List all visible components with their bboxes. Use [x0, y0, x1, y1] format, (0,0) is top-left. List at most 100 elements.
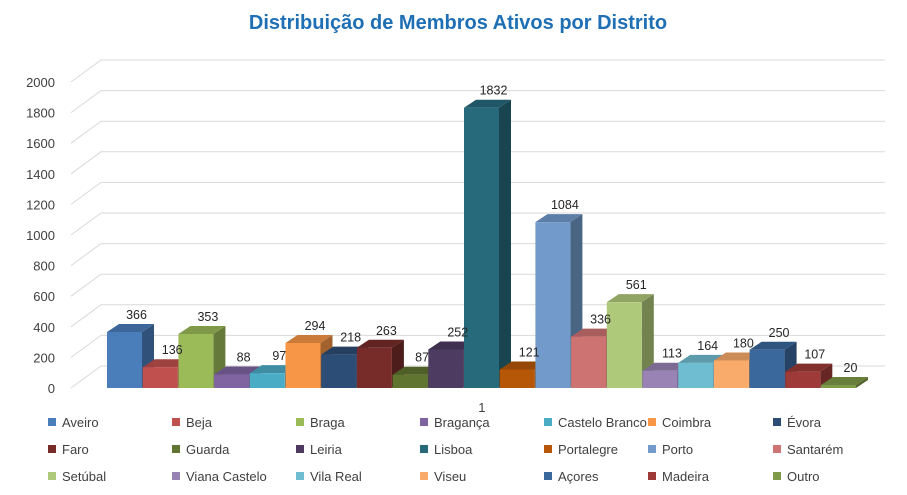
bar-front — [428, 349, 464, 388]
bar-front — [107, 332, 142, 388]
bar-top — [535, 214, 583, 223]
data-label: 294 — [305, 319, 326, 333]
bar — [356, 339, 404, 388]
legend-item: Porto — [648, 442, 693, 457]
bar — [535, 214, 583, 388]
bar-top — [713, 352, 761, 361]
legend-swatch — [773, 445, 781, 453]
bar-top — [428, 341, 476, 350]
bar-top — [392, 366, 440, 375]
legend-swatch — [544, 445, 552, 453]
legend-swatch — [648, 445, 656, 453]
legend-swatch — [648, 418, 656, 426]
y-tick-label: 1400 — [26, 167, 55, 182]
bar-side — [499, 99, 511, 388]
legend-label: Leiria — [310, 442, 343, 457]
legend-swatch — [420, 472, 428, 480]
legend: Aveiro Beja Braga Bragança Castelo Branco Coi… — [48, 415, 843, 484]
legend-label: Santarém — [787, 442, 843, 457]
data-label: 88 — [237, 351, 251, 365]
legend-label: Coimbra — [662, 415, 712, 430]
bar — [785, 363, 833, 388]
data-label: 250 — [769, 326, 790, 340]
data-label: 87 — [415, 351, 429, 365]
legend-label: Portalegre — [558, 442, 618, 457]
legend-item: Bragança — [420, 415, 490, 430]
data-label: 561 — [626, 278, 647, 292]
bar-front — [214, 374, 250, 388]
legend-swatch — [296, 445, 304, 453]
legend-label: Madeira — [662, 469, 710, 484]
legend-swatch — [420, 418, 428, 426]
legend-label: Castelo Branco — [558, 415, 647, 430]
gridline — [70, 151, 885, 175]
gridline — [70, 243, 885, 267]
data-label: 121 — [519, 345, 540, 359]
bars — [107, 99, 868, 388]
bar-top — [142, 359, 190, 368]
chart-title: Distribuição de Membros Ativos por Distr… — [249, 12, 667, 34]
data-label: 20 — [844, 361, 858, 375]
bar-front — [356, 347, 392, 388]
legend-swatch — [544, 418, 552, 426]
bar-front — [535, 222, 571, 388]
legend-swatch — [48, 445, 56, 453]
bar — [821, 376, 868, 388]
y-tick-label: 0 — [48, 381, 55, 396]
bar-side — [856, 376, 868, 388]
bar-top — [499, 361, 547, 370]
data-label: 107 — [804, 348, 825, 362]
legend-item: Beja — [172, 415, 213, 430]
y-tick-label: 1000 — [26, 228, 55, 243]
bar-front — [499, 369, 535, 388]
legend-label: Setúbal — [62, 469, 106, 484]
bar-front — [606, 302, 642, 388]
legend-label: Évora — [787, 415, 822, 430]
gridline — [70, 212, 885, 236]
gridline — [70, 120, 885, 144]
legend-label: Viana Castelo — [186, 469, 267, 484]
data-label: 180 — [733, 336, 754, 350]
legend-label: Viseu — [434, 469, 466, 484]
y-tick-label: 800 — [33, 259, 55, 274]
legend-swatch — [420, 445, 428, 453]
legend-item: Aveiro — [48, 415, 99, 430]
bar-top — [321, 346, 369, 355]
data-label: 97 — [272, 349, 286, 363]
legend-item: Braga — [296, 415, 345, 430]
legend-label: Guarda — [186, 442, 230, 457]
legend-item: Outro — [773, 469, 820, 484]
bar — [749, 341, 797, 388]
x-axis: 1 — [478, 400, 485, 415]
legend-label: Bragança — [434, 415, 490, 430]
legend-item: Viana Castelo — [172, 469, 267, 484]
y-axis: 0 200 400 600 800 1000 1200 1400 1600 1800 2000 — [26, 75, 55, 396]
bar-top — [642, 362, 690, 371]
y-tick-label: 200 — [33, 350, 55, 365]
bar-top — [285, 335, 333, 344]
bar-front — [642, 370, 678, 388]
legend-label: Porto — [662, 442, 693, 457]
bar — [464, 99, 511, 388]
y-tick-label: 1800 — [26, 106, 55, 121]
data-label: 1084 — [551, 198, 579, 212]
data-label: 218 — [340, 331, 361, 345]
bar-front — [285, 343, 321, 388]
y-tick-label: 1600 — [26, 136, 55, 151]
bar-top — [571, 328, 619, 337]
bar-front — [321, 354, 357, 388]
data-labels: 366 136 353 88 97 294 218 263 87 252 1832 121 1084 33… — [126, 84, 857, 375]
legend-item: Vila Real — [296, 469, 362, 484]
legend-item: Castelo Branco — [544, 415, 647, 430]
data-label: 164 — [697, 339, 718, 353]
legend-item: Guarda — [172, 442, 230, 457]
bar-front — [178, 333, 214, 388]
y-tick-label: 1200 — [26, 197, 55, 212]
legend-label: Beja — [186, 415, 213, 430]
legend-item: Santarém — [773, 442, 843, 457]
data-label: 1832 — [480, 84, 508, 98]
data-label: 353 — [197, 310, 218, 324]
gridline — [70, 90, 885, 114]
legend-swatch — [172, 418, 180, 426]
legend-item: Faro — [48, 442, 89, 457]
